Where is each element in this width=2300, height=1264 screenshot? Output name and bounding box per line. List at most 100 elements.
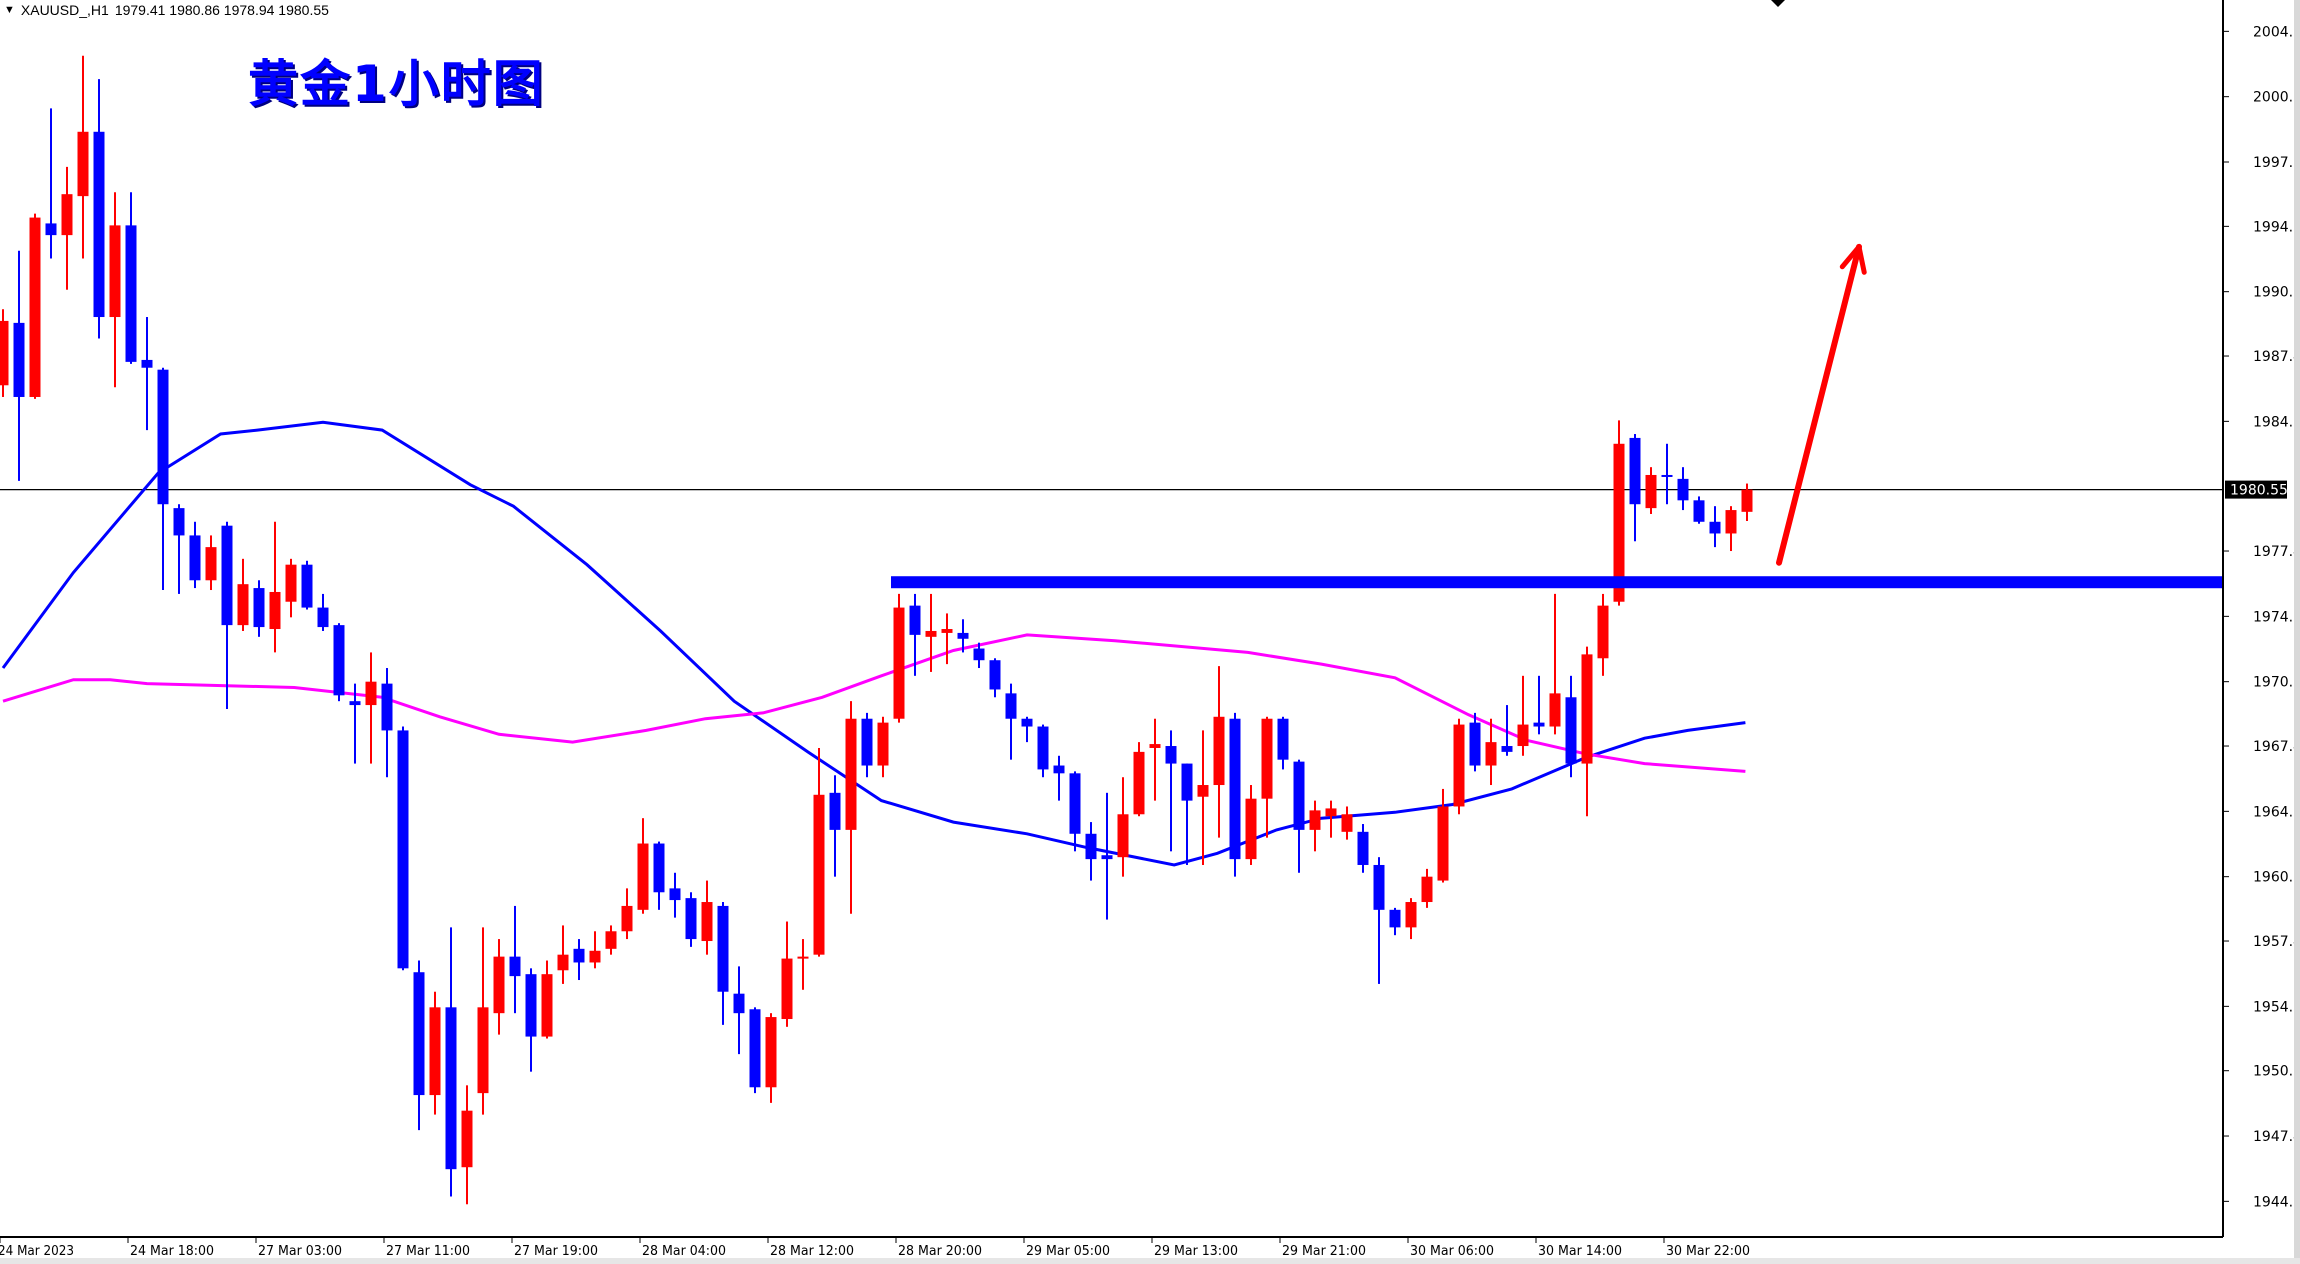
candle [845,701,857,914]
candle-body [637,843,649,910]
candle [205,535,217,591]
ohlc-readout: 1979.41 1980.86 1978.94 1980.55 [114,2,329,18]
candle-body [813,794,825,955]
candle-body [269,591,281,630]
candle [301,560,313,610]
time-tick-label: 29 Mar 13:00 [1154,1244,1238,1259]
window-edge [2294,0,2300,1264]
candle-body [1373,864,1385,910]
time-tick-label: 30 Mar 06:00 [1410,1244,1494,1259]
candle-body [301,564,313,608]
candle-body [1277,718,1289,760]
candle [1709,506,1721,548]
candle-body [541,974,553,1037]
candle [1597,593,1609,676]
candle-body [1069,773,1081,834]
candle-body [1197,785,1209,797]
candle-body [1325,808,1337,817]
candles [0,55,1753,1205]
candle-body [1725,510,1737,534]
candle [1677,467,1689,511]
candle-body [797,956,809,959]
current-price-badge [2225,480,2287,499]
candle-body [381,683,393,731]
candle-body [477,1007,489,1094]
candle-body [13,322,25,397]
candle [1661,443,1673,505]
candle [621,888,633,940]
price-tick-label: 1967.40 [2253,739,2300,755]
candle [1261,716,1273,838]
candle [685,892,697,947]
candle [477,927,489,1115]
candle [861,712,873,778]
candle-body [1037,726,1049,770]
candle [1309,800,1321,852]
candle [557,925,569,984]
candle [1421,868,1433,908]
candle [173,504,185,594]
candle-body [285,564,297,602]
candle [1021,716,1033,743]
candle-body [349,701,361,706]
candle-body [1181,763,1193,801]
candle-body [221,525,233,626]
candle-body [1165,746,1177,764]
candle-body [1085,833,1097,860]
candle [989,658,1001,698]
candle [1277,716,1289,770]
candle-body [1053,765,1065,774]
current-price-label: 1980.55 [2230,483,2288,499]
candle [653,841,665,910]
candle [1645,467,1657,514]
candle-body [1389,909,1401,928]
dropdown-triangle-icon[interactable]: ▼ [4,4,15,16]
candle-body [237,584,249,626]
candle [1117,777,1129,877]
candle [1213,666,1225,838]
candle-body [1693,500,1705,522]
candle-body [877,722,889,766]
time-tick-label: 24 Mar 18:00 [130,1244,214,1259]
candle-body [733,993,745,1014]
candle [525,968,537,1072]
candle [1693,496,1705,524]
candle-body [0,320,9,386]
time-tick-label: 27 Mar 03:00 [258,1244,342,1259]
candle-body [685,898,697,940]
candle-body [1149,744,1161,748]
chart-title: 黄金1小时图 [248,55,545,113]
support-line [891,576,2223,589]
candle-body [1117,814,1129,858]
candle [893,593,905,723]
candle-body [45,223,57,236]
candle-body [893,607,905,719]
candle-body [1613,443,1625,602]
candle-body [29,217,41,397]
candle-body [701,902,713,942]
candle-body [829,792,841,830]
candle [1485,718,1497,786]
candle [0,309,9,397]
candle-body [1261,718,1273,799]
candle-body [749,1009,761,1088]
candle-body [589,950,601,963]
candle-body [317,607,329,628]
candle [93,79,105,339]
candle [669,872,681,918]
time-tick-label: 24 Mar 2023 [0,1244,74,1259]
candle [221,521,233,709]
price-tick-label: 1974.05 [2253,609,2300,625]
price-tick-label: 1977.40 [2253,544,2300,560]
price-tick-label: 2004.05 [2253,24,2300,40]
candle [1565,675,1577,778]
candle-body [1533,722,1545,727]
candle-body [1549,693,1561,727]
candle [717,902,729,1025]
candle [269,521,281,653]
candle [1181,763,1193,865]
candle [1053,755,1065,801]
candle [733,966,745,1055]
candle-body [973,648,985,661]
